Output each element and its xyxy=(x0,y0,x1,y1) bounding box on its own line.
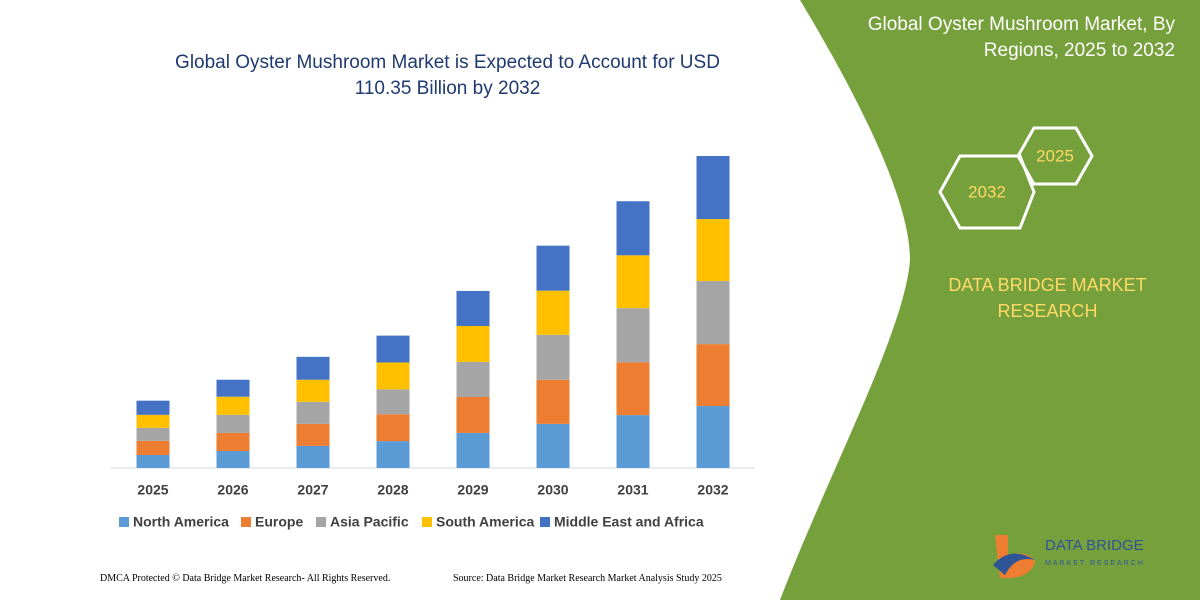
bar-segment xyxy=(536,334,570,380)
bar-segment xyxy=(456,397,490,433)
bar-segment xyxy=(136,454,170,468)
legend-label: Asia Pacific xyxy=(330,514,409,530)
x-tick-label: 2032 xyxy=(697,482,728,498)
x-tick-label: 2030 xyxy=(537,482,568,498)
bar-segment xyxy=(216,379,250,397)
bar-segment xyxy=(376,389,410,415)
bar-segment xyxy=(376,441,410,468)
footer-right: Source: Data Bridge Market Research Mark… xyxy=(453,573,722,584)
logo-icon xyxy=(993,553,1035,575)
legend-label: Middle East and Africa xyxy=(554,514,704,530)
hexagon xyxy=(1016,126,1094,186)
bar-segment xyxy=(696,219,730,282)
bar-segment xyxy=(616,308,650,363)
bar-segment xyxy=(216,396,250,415)
bar-segment xyxy=(456,361,490,398)
legend-label: South America xyxy=(436,514,534,530)
bar-segment xyxy=(136,414,170,428)
bar-segment xyxy=(536,245,570,291)
bar-segment xyxy=(616,201,650,256)
bar-segment xyxy=(216,432,250,452)
bar-segment xyxy=(696,281,730,345)
hexagon-label: 2032 xyxy=(968,182,1006,201)
bar-segment xyxy=(616,362,650,416)
bar-segment xyxy=(296,356,330,380)
brand: DATA BRIDGE MARKET RESEARCH xyxy=(948,275,1147,321)
bar-segment xyxy=(696,156,730,220)
logo-text: DATA BRIDGE xyxy=(1045,537,1144,554)
bar-segment xyxy=(456,290,490,327)
legend-swatch xyxy=(241,517,251,527)
bar-segment xyxy=(536,290,570,335)
bar-segment xyxy=(696,406,730,468)
x-tick-label: 2029 xyxy=(457,482,488,498)
bar-segment xyxy=(216,414,250,433)
panel-title: Global Oyster Mushroom Market, By Region… xyxy=(867,14,1175,61)
bar-segment xyxy=(456,432,490,468)
x-tick-label: 2027 xyxy=(297,482,328,498)
legend-swatch xyxy=(540,517,550,527)
bar-segment xyxy=(376,362,410,390)
bar-segment xyxy=(296,379,330,402)
bar-segment xyxy=(456,326,490,362)
bar-segment xyxy=(216,451,250,468)
bar-segment xyxy=(376,335,410,363)
x-tick-label: 2028 xyxy=(377,482,408,498)
bar-segment xyxy=(296,445,330,468)
bar-segment xyxy=(296,423,330,446)
bar-segment xyxy=(696,344,730,407)
x-tick-label: 2025 xyxy=(137,482,168,498)
bar-segment xyxy=(136,440,170,455)
legend-swatch xyxy=(119,517,129,527)
bar-segment xyxy=(616,255,650,309)
x-tick-label: 2031 xyxy=(617,482,648,498)
plot: 2025 2026 2027 2028 2029 2030 2031 2032 North Am… xyxy=(119,156,730,530)
legend-label: North America xyxy=(133,514,229,530)
bar-segment xyxy=(136,427,170,441)
x-tick-label: 2026 xyxy=(217,482,248,498)
bar-segment xyxy=(536,379,570,424)
bar-segment xyxy=(296,401,330,424)
bar-segment xyxy=(536,423,570,468)
legend-swatch xyxy=(316,517,326,527)
legend-swatch xyxy=(422,517,432,527)
logo-tagline: MARKET RESEARCH xyxy=(1045,560,1145,567)
bar-segment xyxy=(136,400,170,415)
bar-segment xyxy=(616,415,650,468)
chart-title: Global Oyster Mushroom Market is Expecte… xyxy=(175,52,720,99)
hexagon-label: 2025 xyxy=(1036,146,1074,165)
side-panel xyxy=(780,0,1200,600)
hexagon xyxy=(938,154,1036,230)
bar-segment xyxy=(376,414,410,442)
footer-left: DMCA Protected © Data Bridge Market Rese… xyxy=(100,573,391,584)
legend-label: Europe xyxy=(255,514,303,530)
